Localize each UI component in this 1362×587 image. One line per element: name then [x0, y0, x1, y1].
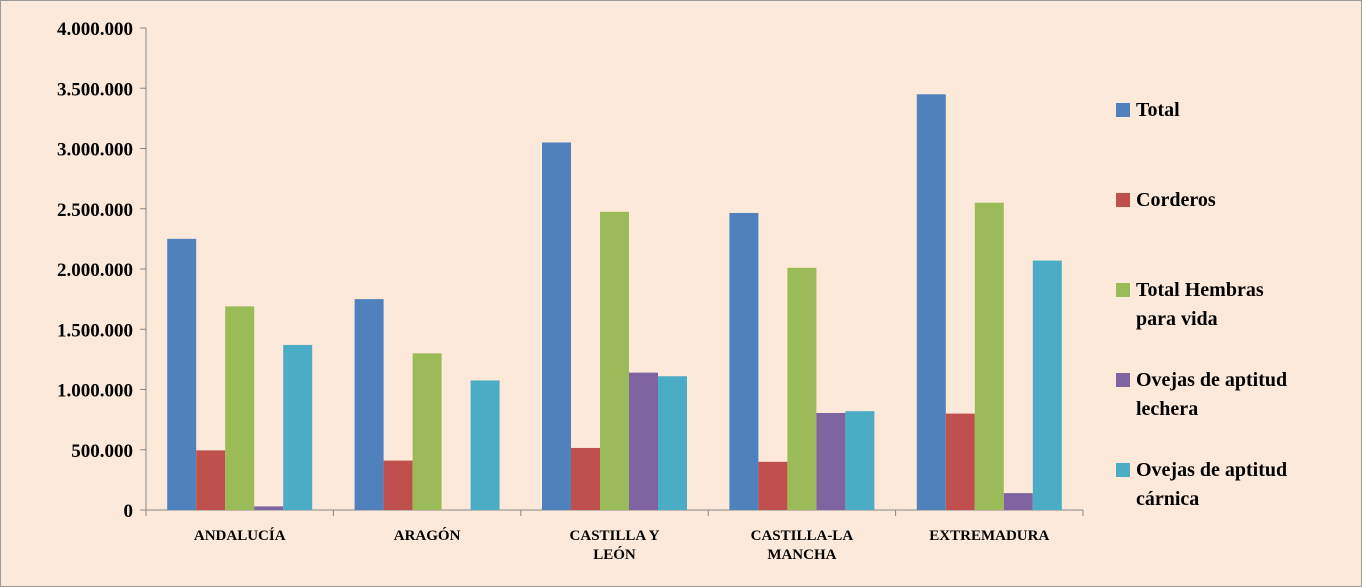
bar [1032, 260, 1062, 510]
y-tick-label: 1.000.000 [57, 381, 133, 402]
y-tick-label: 0 [124, 501, 134, 522]
legend-label: lechera [1136, 398, 1198, 420]
bar [787, 267, 817, 510]
legend-label: Total [1136, 99, 1180, 121]
bar [845, 411, 875, 510]
bar [283, 344, 313, 510]
x-tick-label: EXTREMADURA [929, 528, 1049, 544]
y-tick-label: 2.000.000 [57, 260, 133, 281]
x-tick-label: ARAGÓN [394, 527, 461, 544]
y-tick-label: 1.500.000 [57, 320, 133, 341]
legend-label: Ovejas de aptitud [1136, 369, 1287, 391]
y-tick-label: 2.500.000 [57, 200, 133, 221]
bar [225, 306, 255, 510]
legend-label: Ovejas de aptitud [1136, 459, 1287, 481]
legend-swatch [1116, 373, 1130, 387]
legend-swatch [1116, 103, 1130, 117]
x-tick-label: ANDALUCÍA [194, 527, 286, 544]
bar [167, 238, 197, 510]
y-tick-label: 3.000.000 [57, 140, 133, 161]
bar [600, 211, 629, 510]
legend-label: Total Hembras [1136, 279, 1264, 301]
legend-label: para vida [1136, 308, 1218, 330]
bar [470, 380, 500, 510]
bar [542, 142, 571, 510]
bar [383, 460, 413, 510]
bar [412, 353, 442, 510]
legend-swatch [1116, 463, 1130, 477]
x-tick-label: MANCHA [767, 547, 836, 563]
bar [354, 299, 384, 510]
bar [658, 376, 687, 510]
bar [1003, 493, 1033, 510]
bar [254, 506, 284, 510]
bar [816, 412, 846, 510]
x-tick-label: CASTILLA-LA [751, 528, 854, 544]
bar [758, 461, 788, 510]
legend-swatch [1116, 193, 1130, 207]
bar [196, 450, 226, 510]
y-tick-label: 4.000.000 [57, 19, 133, 40]
y-tick-label: 500.000 [71, 441, 133, 462]
legend-swatch [1116, 283, 1130, 297]
legend-label: cárnica [1136, 488, 1199, 510]
legend-label: Corderos [1136, 189, 1216, 211]
bar [974, 202, 1004, 510]
y-tick-label: 3.500.000 [57, 79, 133, 100]
x-tick-label: LEÓN [593, 546, 636, 563]
bar [945, 413, 975, 510]
bar [629, 372, 658, 510]
bar [729, 212, 759, 510]
bar [571, 447, 600, 510]
bar [916, 94, 946, 511]
x-tick-label: CASTILLA Y [570, 528, 660, 544]
